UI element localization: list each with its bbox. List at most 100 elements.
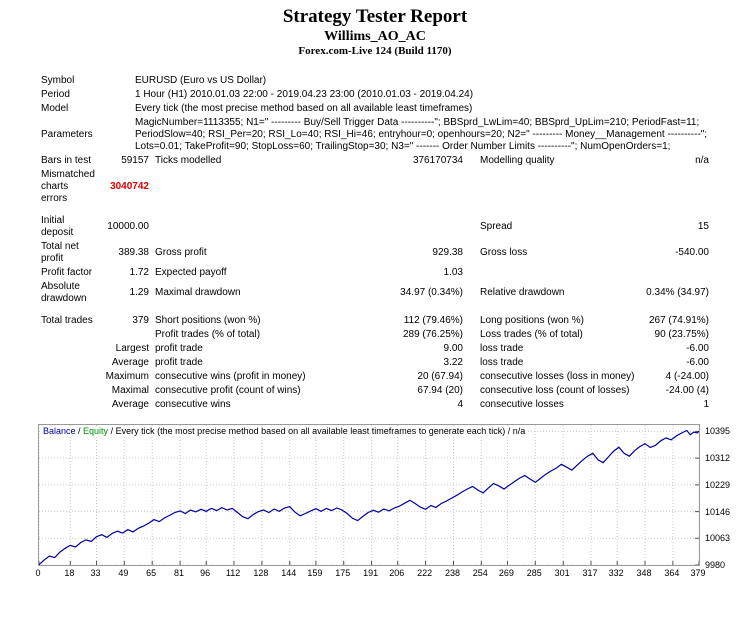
avg-consecutive-losses-label: consecutive losses [480, 399, 564, 410]
largest-profit-trade-value: 9.00 [443, 343, 463, 354]
period-value: 1 Hour (H1) 2010.01.03 22:00 - 2019.04.2… [135, 89, 474, 100]
legend-separator: / [505, 426, 513, 436]
maximal-consecutive-row: Maximal consecutive profit (count of win… [38, 384, 712, 398]
net-profit-value: 389.38 [118, 247, 149, 258]
total-trades-row: Total trades 379 Short positions (won %)… [38, 314, 712, 328]
bars-value: 59157 [121, 155, 149, 166]
legend-model: Every tick (the most precise method base… [115, 426, 506, 436]
y-axis-label: 9980 [705, 560, 726, 570]
avg-consecutive-wins-label: consecutive wins [155, 399, 231, 410]
gross-loss-value: -540.00 [675, 247, 709, 258]
x-axis-label: 81 [174, 568, 185, 578]
y-axis-label: 10229 [705, 479, 731, 490]
x-axis-label: 96 [200, 568, 211, 578]
consecutive-losses-value: 4 (-24.00) [665, 371, 709, 382]
consecutive-wins-label: consecutive wins (profit in money) [155, 371, 306, 382]
max-consecutive-row: Maximum consecutive wins (profit in mone… [38, 370, 712, 384]
average-loss-trade-label: loss trade [480, 357, 524, 368]
chart-legend: Balance / Equity / Every tick (the most … [41, 426, 528, 437]
relative-drawdown-value: 0.34% (34.97) [646, 287, 709, 298]
net-profit-row: Total net profit 389.38 Gross profit 929… [38, 240, 712, 266]
x-axis-label: 33 [90, 568, 101, 578]
profit-trades-value: 289 (76.25%) [402, 329, 463, 340]
x-axis-label: 128 [253, 568, 269, 578]
y-axis-label: 10146 [705, 506, 731, 517]
average-trade-row: Average profit trade 3.22 loss trade -6.… [38, 356, 712, 370]
net-profit-label: Total net profit [41, 241, 79, 264]
loss-trades-label: Loss trades (% of total) [480, 329, 583, 340]
x-axis-label: 317 [582, 568, 598, 578]
parameters-label: Parameters [41, 129, 93, 140]
largest-loss-trade-label: loss trade [480, 343, 524, 354]
symbol-label: Symbol [41, 75, 75, 86]
x-axis-label: 269 [498, 568, 514, 578]
x-axis-label: 65 [146, 568, 157, 578]
profit-factor-row: Profit factor 1.72 Expected payoff 1.03 [38, 266, 712, 280]
largest-loss-trade-value: -6.00 [686, 343, 709, 354]
mismatch-label: Mismatched charts errors [41, 169, 95, 204]
y-axis-label: 10395 [705, 426, 731, 437]
x-axis-label: 332 [608, 568, 624, 578]
maximum-qualifier: Maximum [105, 371, 149, 382]
profit-trades-row: Profit trades (% of total) 289 (76.25%) … [38, 328, 712, 342]
largest-profit-trade-label: profit trade [155, 343, 203, 354]
absolute-drawdown-label: Absolute drawdown [41, 281, 87, 304]
x-axis-label: 222 [417, 568, 433, 578]
symbol-value: EURUSD (Euro vs US Dollar) [135, 75, 267, 86]
spacer-row [38, 306, 712, 314]
parameters-row: Parameters MagicNumber=1113355; N1=" ---… [38, 116, 712, 154]
legend-quality: n/a [512, 426, 526, 436]
expected-payoff-value: 1.03 [443, 267, 463, 278]
total-trades-value: 379 [132, 315, 149, 326]
initial-deposit-label: Initial deposit [41, 215, 74, 238]
average-profit-trade-label: profit trade [155, 357, 203, 368]
expected-payoff-label: Expected payoff [155, 267, 227, 278]
chart-x-axis: 0 18 33 49 65 81 96 112 128 144 159 175 191 206 222 238… [35, 566, 705, 580]
consecutive-losses-label: consecutive losses (loss in money) [480, 371, 635, 382]
maximal-drawdown-label: Maximal drawdown [155, 287, 241, 298]
consecutive-profit-value: 67.94 (20) [417, 385, 463, 396]
average-loss-trade-value: -6.00 [686, 357, 709, 368]
ticks-modelled-label: Ticks modelled [155, 155, 222, 166]
balance-curve-svg [39, 425, 699, 565]
consecutive-loss-value: -24.00 (4) [665, 385, 709, 396]
x-axis-label: 112 [225, 568, 241, 578]
average-qualifier: Average [111, 357, 149, 368]
y-axis-label: 10063 [705, 533, 731, 544]
mismatch-value: 3040742 [110, 181, 149, 192]
average-profit-trade-value: 3.22 [443, 357, 463, 368]
symbol-row: Symbol EURUSD (Euro vs US Dollar) [38, 74, 712, 88]
loss-trades-value: 90 (23.75%) [654, 329, 709, 340]
legend-balance: Balance [43, 426, 76, 436]
x-axis-label: 206 [389, 568, 405, 578]
gross-profit-label: Gross profit [155, 247, 207, 258]
short-positions-label: Short positions (won %) [155, 315, 261, 326]
relative-drawdown-label: Relative drawdown [480, 287, 565, 298]
avg-consecutive-losses-value: 1 [703, 399, 709, 410]
drawdown-row: Absolute drawdown 1.29 Maximal drawdown … [38, 280, 712, 306]
model-row: Model Every tick (the most precise metho… [38, 102, 712, 116]
modelling-quality-value: n/a [695, 155, 709, 166]
x-axis-label: 144 [281, 568, 297, 578]
maximal-qualifier: Maximal [111, 385, 149, 396]
chart-plot-area: Balance / Equity / Every tick (the most … [38, 424, 700, 566]
total-trades-label: Total trades [41, 315, 93, 326]
report-header: Strategy Tester Report Willims_AO_AC For… [0, 0, 750, 58]
x-axis-label: 364 [664, 568, 680, 578]
deposit-row: Initial deposit 10000.00 Spread 15 [38, 214, 712, 240]
avg-consecutive-wins-value: 4 [457, 399, 463, 410]
period-row: Period 1 Hour (H1) 2010.01.03 22:00 - 20… [38, 88, 712, 102]
absolute-drawdown-value: 1.29 [129, 287, 149, 298]
average-consecutive-row: Average consecutive wins 4 consecutive l… [38, 398, 712, 412]
bars-label: Bars in test [41, 155, 92, 166]
chart-y-axis: 9980 10063 10146 10229 10312 10395 [702, 425, 745, 570]
mismatch-row: Mismatched charts errors 3040742 [38, 168, 712, 206]
gross-profit-value: 929.38 [432, 247, 463, 258]
x-axis-label: 285 [526, 568, 542, 578]
legend-separator: / [75, 426, 84, 436]
average-consec-qualifier: Average [111, 399, 149, 410]
spacer-row [38, 206, 712, 214]
period-label: Period [41, 89, 70, 100]
gross-loss-label: Gross loss [480, 247, 528, 258]
x-axis-label: 238 [444, 568, 460, 578]
